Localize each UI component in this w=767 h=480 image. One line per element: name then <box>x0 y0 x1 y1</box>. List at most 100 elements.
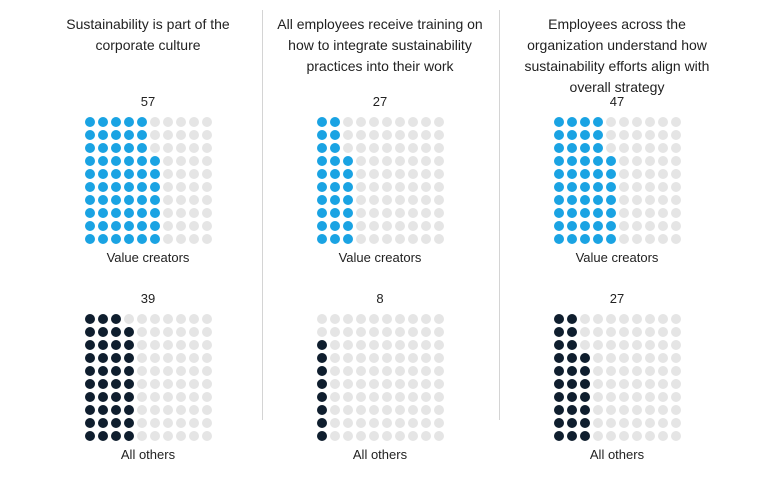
empty-dot <box>136 327 147 337</box>
empty-dot <box>162 221 173 231</box>
empty-dot <box>670 392 681 402</box>
empty-dot <box>368 208 379 218</box>
waffle-grid <box>84 117 212 244</box>
empty-dot <box>162 117 173 127</box>
empty-dot <box>188 117 199 127</box>
empty-dot <box>433 169 444 179</box>
empty-dot <box>188 405 199 415</box>
empty-dot <box>433 143 444 153</box>
filled-dot <box>84 221 95 231</box>
empty-dot <box>644 143 655 153</box>
filled-dot <box>566 353 577 363</box>
filled-dot <box>97 327 108 337</box>
empty-dot <box>381 431 392 441</box>
empty-dot <box>201 208 212 218</box>
empty-dot <box>368 353 379 363</box>
filled-dot <box>316 208 327 218</box>
filled-dot <box>553 353 564 363</box>
filled-dot <box>316 117 327 127</box>
filled-dot <box>566 117 577 127</box>
empty-dot <box>381 353 392 363</box>
empty-dot <box>605 366 616 376</box>
empty-dot <box>201 353 212 363</box>
empty-dot <box>670 156 681 166</box>
empty-dot <box>618 314 629 324</box>
empty-dot <box>407 353 418 363</box>
waffle-block: 27 All others <box>499 291 735 462</box>
empty-dot <box>149 353 160 363</box>
empty-dot <box>407 143 418 153</box>
empty-dot <box>355 392 366 402</box>
empty-dot <box>420 366 431 376</box>
empty-dot <box>407 234 418 244</box>
empty-dot <box>355 327 366 337</box>
empty-dot <box>605 143 616 153</box>
empty-dot <box>342 130 353 140</box>
empty-dot <box>175 182 186 192</box>
filled-dot <box>592 130 603 140</box>
filled-dot <box>97 431 108 441</box>
empty-dot <box>394 182 405 192</box>
filled-dot <box>149 169 160 179</box>
empty-dot <box>188 340 199 350</box>
empty-dot <box>368 195 379 205</box>
empty-dot <box>381 195 392 205</box>
empty-dot <box>329 392 340 402</box>
empty-dot <box>657 379 668 389</box>
empty-dot <box>631 340 642 350</box>
filled-dot <box>592 117 603 127</box>
empty-dot <box>420 117 431 127</box>
filled-dot <box>84 195 95 205</box>
filled-dot <box>123 327 134 337</box>
filled-dot <box>97 117 108 127</box>
empty-dot <box>433 353 444 363</box>
empty-dot <box>381 169 392 179</box>
waffle-grid <box>316 314 444 441</box>
empty-dot <box>201 156 212 166</box>
empty-dot <box>201 314 212 324</box>
filled-dot <box>316 182 327 192</box>
filled-dot <box>316 130 327 140</box>
empty-dot <box>618 366 629 376</box>
empty-dot <box>420 314 431 324</box>
empty-dot <box>329 340 340 350</box>
empty-dot <box>368 418 379 428</box>
filled-dot <box>110 353 121 363</box>
filled-dot <box>136 221 147 231</box>
empty-dot <box>188 221 199 231</box>
empty-dot <box>381 221 392 231</box>
empty-dot <box>631 208 642 218</box>
empty-dot <box>407 314 418 324</box>
filled-dot <box>123 208 134 218</box>
empty-dot <box>394 195 405 205</box>
empty-dot <box>188 366 199 376</box>
filled-dot <box>329 221 340 231</box>
empty-dot <box>188 314 199 324</box>
empty-dot <box>407 117 418 127</box>
empty-dot <box>592 418 603 428</box>
empty-dot <box>381 392 392 402</box>
empty-dot <box>381 327 392 337</box>
empty-dot <box>670 431 681 441</box>
filled-dot <box>110 340 121 350</box>
empty-dot <box>407 340 418 350</box>
empty-dot <box>188 182 199 192</box>
waffle-grid <box>84 314 212 441</box>
empty-dot <box>368 169 379 179</box>
empty-dot <box>420 234 431 244</box>
filled-dot <box>566 143 577 153</box>
filled-dot <box>97 182 108 192</box>
filled-dot <box>579 130 590 140</box>
empty-dot <box>162 366 173 376</box>
empty-dot <box>381 418 392 428</box>
filled-dot <box>592 182 603 192</box>
empty-dot <box>631 221 642 231</box>
empty-dot <box>670 379 681 389</box>
empty-dot <box>631 405 642 415</box>
empty-dot <box>394 208 405 218</box>
empty-dot <box>420 353 431 363</box>
empty-dot <box>618 431 629 441</box>
filled-dot <box>97 418 108 428</box>
empty-dot <box>188 392 199 402</box>
filled-dot <box>566 392 577 402</box>
